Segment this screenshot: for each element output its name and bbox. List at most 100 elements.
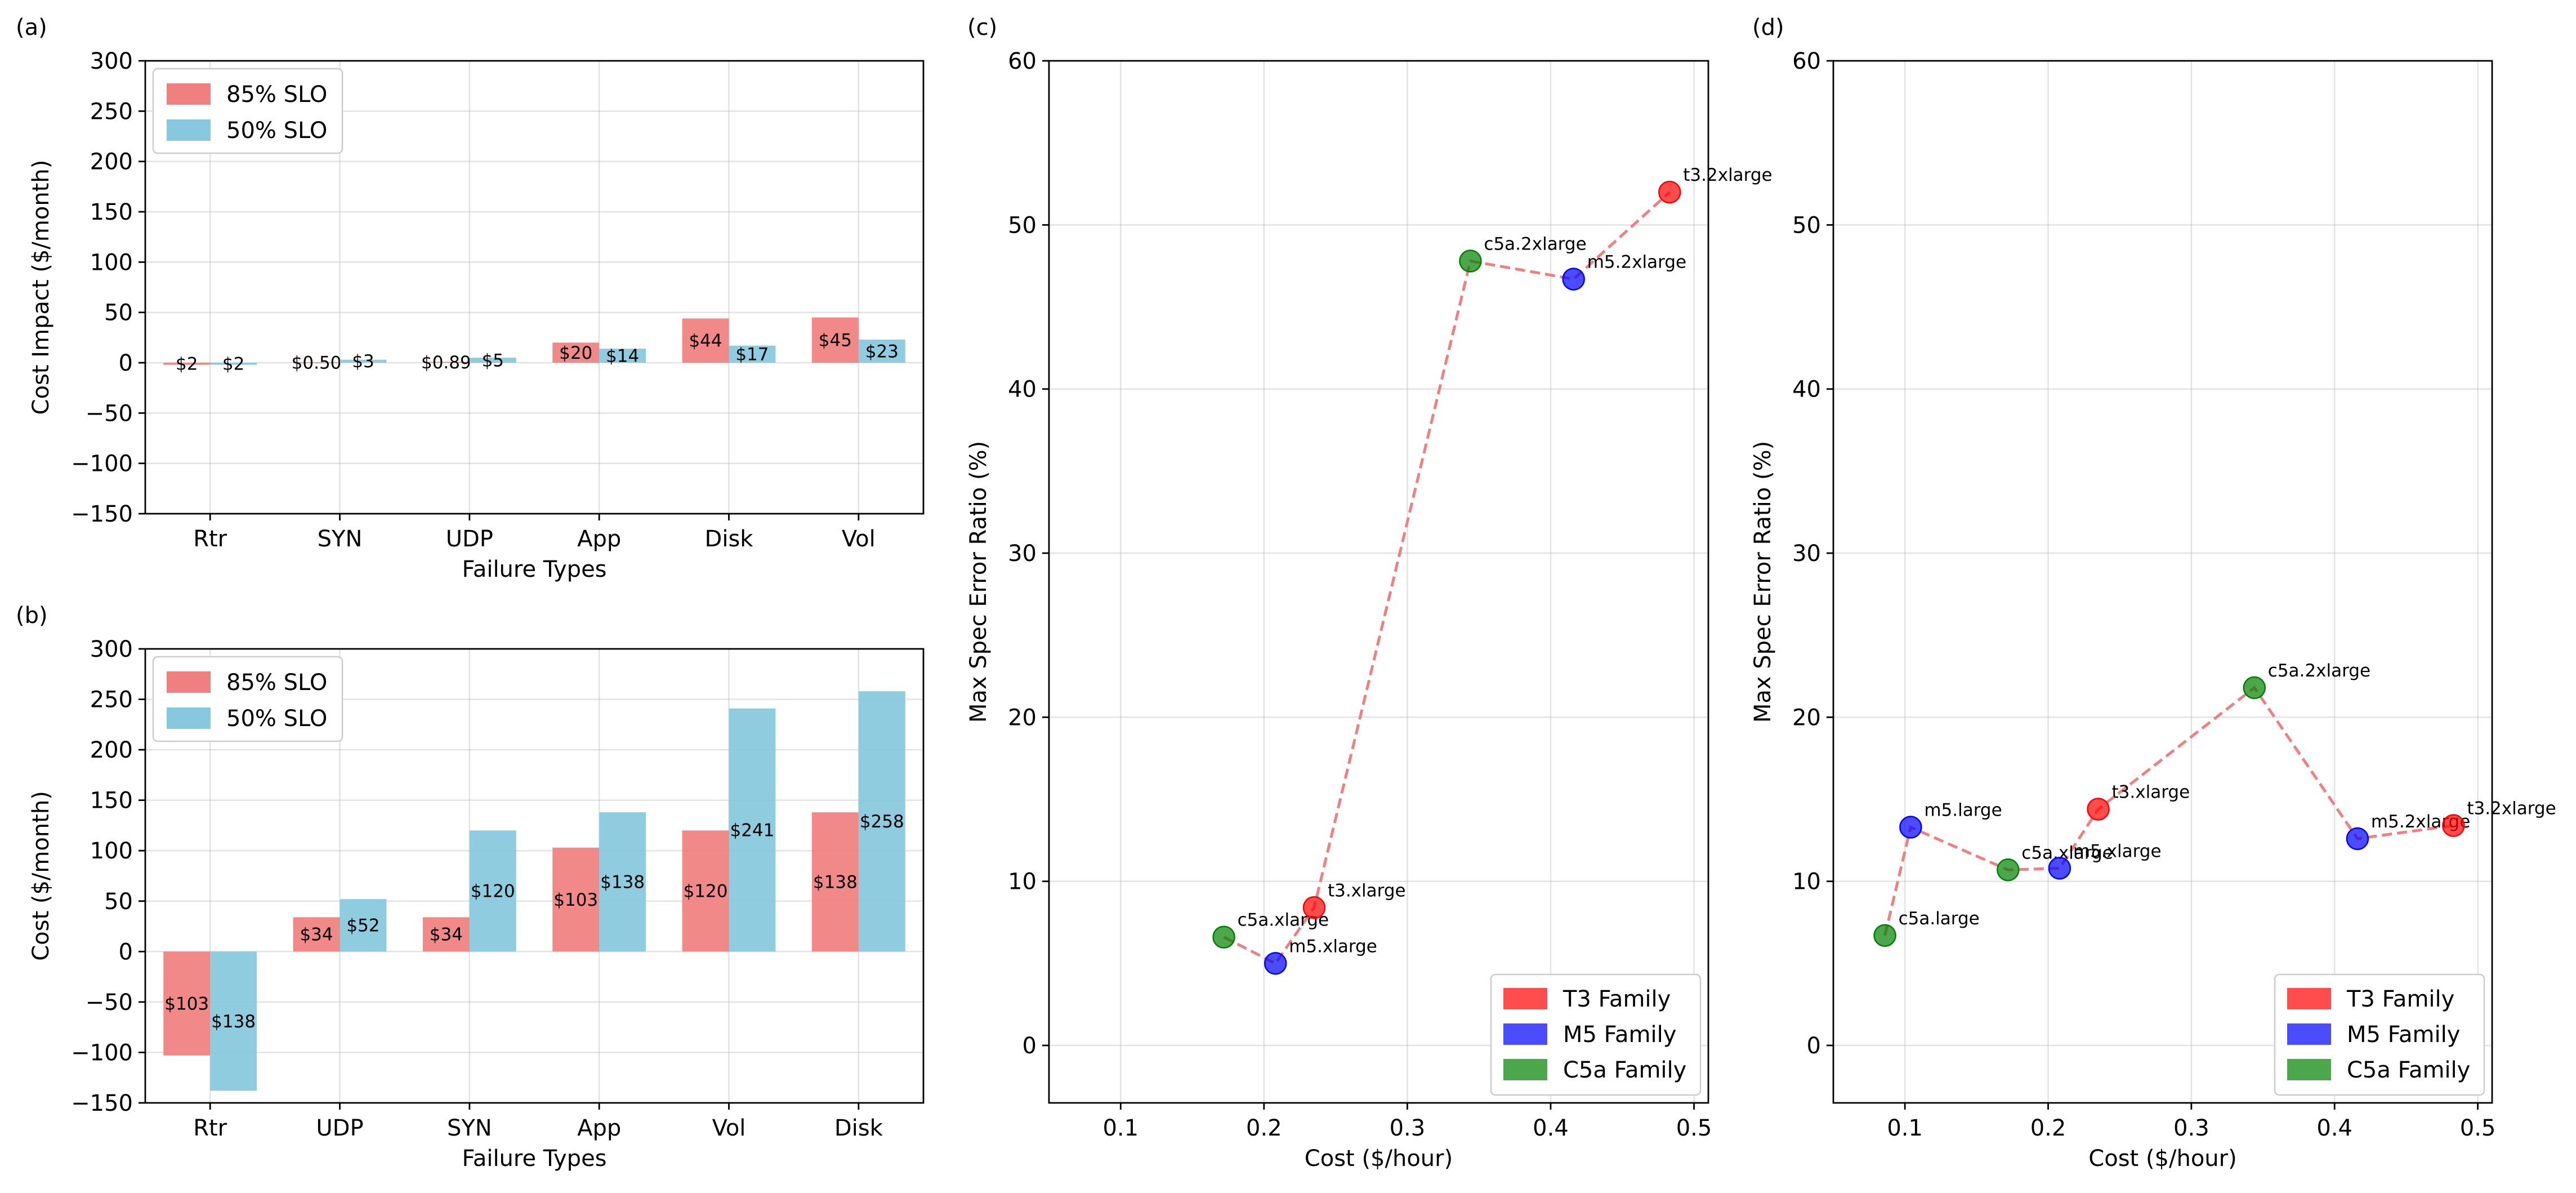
point-label: m5.large xyxy=(1924,800,2002,821)
panel-b-bar-chart: (b) $103 $34 $34 $103 $120 $138 $138 $52 $120 $138… xyxy=(16,603,925,1172)
bar-value-label: $14 xyxy=(606,346,639,366)
data-point xyxy=(2346,827,2369,851)
panel-label: (b) xyxy=(16,603,48,629)
y-tick-label: 60 xyxy=(1008,48,1037,74)
y-tick-label: 50 xyxy=(1792,212,1821,238)
y-tick-label: 30 xyxy=(1008,541,1037,567)
x-tick-label: Disk xyxy=(705,526,754,552)
bar-85-slo xyxy=(293,362,340,363)
y-axis-label: Max Spec Error Ratio (%) xyxy=(1750,441,1776,723)
bar-value-label: $2 xyxy=(176,354,198,375)
x-tick-label: App xyxy=(577,1115,621,1141)
point-label: c5a.2xlarge xyxy=(1484,234,1586,254)
panel-label: (a) xyxy=(16,15,47,41)
legend: 85% SLO 50% SLO xyxy=(152,68,343,154)
x-tick-label: SYN xyxy=(447,1115,492,1141)
bar-85-slo xyxy=(811,812,859,952)
legend-label: 85% SLO xyxy=(226,82,327,108)
x-tick-label: 0.4 xyxy=(2316,1115,2352,1141)
legend-swatch xyxy=(167,83,211,105)
x-axis-label: Cost ($/hour) xyxy=(1305,1146,1453,1172)
y-tick-label: 50 xyxy=(1008,212,1037,238)
x-tick-label: Disk xyxy=(834,1115,883,1141)
legend: T3 Family M5 Family C5a Family xyxy=(2274,973,2485,1096)
y-tick-label: −150 xyxy=(71,1090,133,1116)
bar-value-label: $34 xyxy=(300,925,333,945)
point-label: c5a.large xyxy=(1899,909,1980,929)
bar-85-slo xyxy=(163,363,211,365)
plot-frame xyxy=(1048,60,1709,1104)
bar-50-slo xyxy=(469,358,516,363)
legend-label: 50% SLO xyxy=(226,118,327,144)
bar-value-label: $138 xyxy=(600,873,645,893)
bar-85-slo xyxy=(293,917,340,952)
data-point xyxy=(1873,924,1896,947)
x-tick-label: Vol xyxy=(842,526,876,552)
x-tick-label: 0.2 xyxy=(2030,1115,2066,1141)
x-tick-label: UDP xyxy=(316,1115,363,1141)
y-tick-label: 0 xyxy=(1023,1033,1037,1059)
data-point xyxy=(1562,268,1585,291)
data-point xyxy=(1302,896,1326,919)
y-tick-label: 0 xyxy=(119,939,133,965)
legend-swatch xyxy=(167,119,211,141)
data-point xyxy=(1899,816,1922,839)
x-tick-label: Rtr xyxy=(193,526,227,552)
y-tick-label: 50 xyxy=(104,889,133,915)
x-tick-label: 0.4 xyxy=(1533,1115,1569,1141)
y-tick-label: 300 xyxy=(90,48,133,74)
y-tick-label: 30 xyxy=(1792,541,1821,567)
bar-value-label: $17 xyxy=(735,345,769,365)
bar-value-label: $138 xyxy=(813,873,858,893)
x-tick-label: UDP xyxy=(446,526,493,552)
y-tick-label: 100 xyxy=(90,838,133,864)
point-label: t3.xlarge xyxy=(1328,880,1406,901)
y-tick-label: 150 xyxy=(90,199,133,225)
bar-value-label: $120 xyxy=(471,882,515,902)
y-tick-label: −100 xyxy=(71,451,133,477)
trend-line xyxy=(1223,191,1671,965)
legend-swatch xyxy=(167,671,211,693)
y-tick-label: 10 xyxy=(1008,869,1037,895)
bar-85-slo xyxy=(811,317,859,363)
bar-50-slo xyxy=(599,348,646,363)
legend-label: C5a Family xyxy=(1563,1057,1686,1083)
y-tick-label: 0 xyxy=(1807,1033,1821,1059)
plot-frame xyxy=(1832,60,2493,1104)
bar-85-slo xyxy=(422,917,470,952)
point-label: m5.xlarge xyxy=(1289,936,1377,956)
x-tick-label: 0.3 xyxy=(2173,1115,2209,1141)
y-axis-label: Cost Impact ($/month) xyxy=(28,160,54,415)
bar-85-slo xyxy=(552,847,600,952)
bar-50-slo xyxy=(340,899,387,952)
data-point xyxy=(1658,180,1681,204)
legend-swatch xyxy=(1503,1023,1547,1045)
point-label: m5.xlarge xyxy=(2073,841,2162,861)
y-tick-label: −150 xyxy=(71,501,133,527)
legend-swatch xyxy=(2287,1059,2331,1080)
plot-frame xyxy=(144,60,925,515)
bar-value-label: $2 xyxy=(222,354,244,375)
bar-50-slo xyxy=(340,359,387,363)
bar-85-slo xyxy=(163,951,211,1056)
plot-frame xyxy=(144,648,925,1104)
x-tick-label: SYN xyxy=(318,526,363,552)
x-axis-label: Failure Types xyxy=(462,557,606,582)
x-axis-label: Failure Types xyxy=(462,1146,606,1172)
bar-value-label: $5 xyxy=(482,350,504,371)
data-point xyxy=(1212,925,1235,949)
x-tick-label: 0.1 xyxy=(1887,1115,1923,1141)
bar-value-label: $258 xyxy=(860,812,904,832)
panel-a-bar-chart: (a) $2 $0.50 $0.89 $20 $44 $45 $2 $3 $5 $14 $17 $23 −… xyxy=(16,15,925,582)
bar-50-slo xyxy=(858,691,905,952)
data-point xyxy=(1264,952,1287,975)
bar-value-label: $34 xyxy=(430,925,463,945)
y-tick-label: 50 xyxy=(104,300,133,326)
legend-swatch xyxy=(2287,988,2331,1009)
data-point xyxy=(2442,814,2465,837)
y-axis-label: Cost ($/month) xyxy=(28,791,54,961)
y-tick-label: 300 xyxy=(90,636,133,662)
y-tick-label: 60 xyxy=(1792,48,1821,74)
data-point xyxy=(2048,857,2071,880)
point-label: m5.2xlarge xyxy=(1587,252,1686,272)
